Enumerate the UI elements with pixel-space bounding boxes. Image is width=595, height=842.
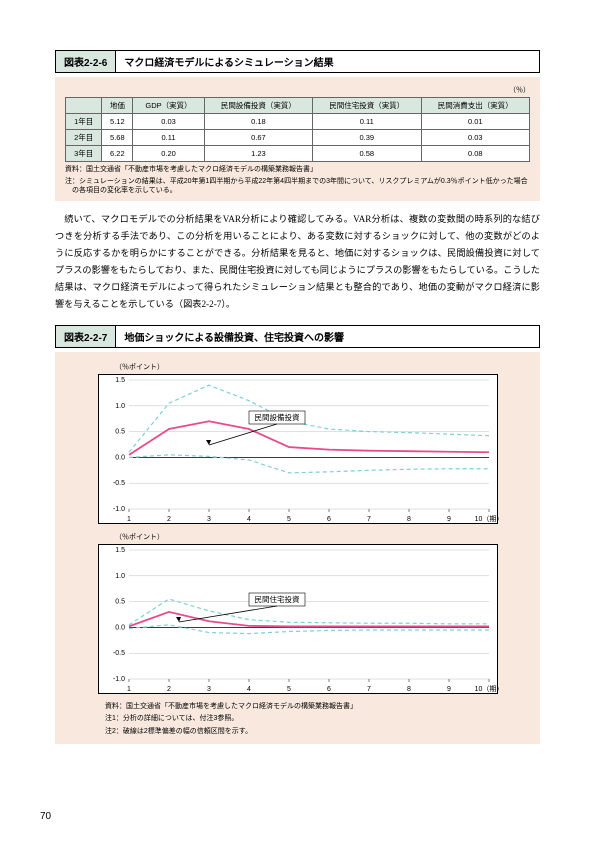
- table-cell: 0.03: [421, 130, 530, 146]
- figure-2-2-7-header: 図表2-2-7 地価ショックによる設備投資、住宅投資への影響: [55, 325, 540, 348]
- svg-text:8: 8: [407, 516, 411, 523]
- table-cell: 0.67: [204, 130, 312, 146]
- svg-text:3: 3: [207, 516, 211, 523]
- svg-text:-0.5: -0.5: [112, 481, 124, 488]
- table-cell: 0.20: [133, 146, 204, 162]
- table-source: 資料：国土交通省「不動産市場を考慮したマクロ経済モデルの構築業務報告書」: [65, 165, 530, 174]
- svg-text:4: 4: [247, 686, 251, 693]
- svg-text:10（期）: 10（期）: [474, 515, 498, 523]
- svg-text:0.5: 0.5: [115, 429, 125, 436]
- table-row: 1年目5.120.030.180.110.01: [66, 114, 530, 130]
- chart1-ylabel: （％ポイント）: [75, 362, 520, 372]
- col-housing: 民間住宅投資（実質）: [313, 98, 421, 114]
- chart-note1: 注1：分析の詳細については、付注3参照。: [75, 714, 520, 723]
- col-blank: [66, 98, 102, 114]
- svg-text:民間設備投資: 民間設備投資: [254, 412, 299, 422]
- svg-text:0.0: 0.0: [115, 625, 125, 632]
- unit-label: （％）: [65, 85, 530, 95]
- table-cell: 1.23: [204, 146, 312, 162]
- svg-text:-1.0: -1.0: [112, 676, 124, 683]
- table-cell: 0.11: [313, 114, 421, 130]
- simulation-table: 地価 GDP（実質） 民間設備投資（実質） 民間住宅投資（実質） 民間消費支出（…: [65, 97, 530, 162]
- svg-text:7: 7: [367, 686, 371, 693]
- svg-text:5: 5: [287, 516, 291, 523]
- svg-text:1.0: 1.0: [115, 403, 125, 410]
- body-paragraph: 続いて、マクロモデルでの分析結果をVAR分析により確認してみる。VAR分析は、複…: [55, 211, 540, 313]
- svg-text:9: 9: [447, 516, 451, 523]
- col-land: 地価: [102, 98, 133, 114]
- svg-text:民間住宅投資: 民間住宅投資: [254, 594, 299, 604]
- table-cell: 0.39: [313, 130, 421, 146]
- chart-equipment-investment: 1.5 1.0 0.5 0.0 -0.5 -1.01 2 3 4 5 6 7 8 9 10（期） 民間設備投資: [98, 374, 498, 524]
- figure-2-2-6-header: 図表2-2-6 マクロ経済モデルによるシミュレーション結果: [55, 50, 540, 73]
- svg-text:9: 9: [447, 686, 451, 693]
- table-cell: 0.11: [133, 130, 204, 146]
- chart-note2: 注2：破線は2標準偏差の幅の信頼区間を示す。: [75, 727, 520, 736]
- svg-text:6: 6: [327, 686, 331, 693]
- table-cell: 3年目: [66, 146, 102, 162]
- table-cell: 5.12: [102, 114, 133, 130]
- svg-text:2: 2: [167, 516, 171, 523]
- svg-text:10（期）: 10（期）: [474, 685, 498, 693]
- table-row: 3年目6.220.201.230.580.08: [66, 146, 530, 162]
- col-consume: 民間消費支出（実質）: [421, 98, 530, 114]
- svg-text:8: 8: [407, 686, 411, 693]
- col-gdp: GDP（実質）: [133, 98, 204, 114]
- table-cell: 1年目: [66, 114, 102, 130]
- svg-text:5: 5: [287, 686, 291, 693]
- table-cell: 0.01: [421, 114, 530, 130]
- svg-text:2: 2: [167, 686, 171, 693]
- table-cell: 2年目: [66, 130, 102, 146]
- table-cell: 5.68: [102, 130, 133, 146]
- table-cell: 6.22: [102, 146, 133, 162]
- svg-text:1: 1: [127, 686, 131, 693]
- svg-text:1.0: 1.0: [115, 573, 125, 580]
- table-cell: 0.08: [421, 146, 530, 162]
- table-cell: 0.03: [133, 114, 204, 130]
- svg-text:6: 6: [327, 516, 331, 523]
- figure-title-2: 地価ショックによる設備投資、住宅投資への影響: [116, 326, 352, 347]
- col-equip: 民間設備投資（実質）: [204, 98, 312, 114]
- svg-text:1: 1: [127, 516, 131, 523]
- table-header-row: 地価 GDP（実質） 民間設備投資（実質） 民間住宅投資（実質） 民間消費支出（…: [66, 98, 530, 114]
- table-cell: 0.58: [313, 146, 421, 162]
- chart-block: （％ポイント） 1.51.00.50.0-0.5-1.012345678910（…: [55, 352, 540, 743]
- svg-text:-1.0: -1.0: [112, 506, 124, 513]
- chart-housing-investment: 1.5 1.0 0.5 0.0 -0.5 -1.01 2 3 4 5 6 7 8 9 10（期） 民間住宅投資: [98, 544, 498, 694]
- figure-title: マクロ経済モデルによるシミュレーション結果: [116, 51, 341, 72]
- table-cell: 0.18: [204, 114, 312, 130]
- figure-label-2: 図表2-2-7: [56, 326, 116, 347]
- table-block: （％） 地価 GDP（実質） 民間設備投資（実質） 民間住宅投資（実質） 民間消…: [55, 77, 540, 201]
- svg-text:7: 7: [367, 516, 371, 523]
- svg-text:-0.5: -0.5: [112, 651, 124, 658]
- svg-text:0.0: 0.0: [115, 455, 125, 462]
- chart2-ylabel: （％ポイント）: [75, 532, 520, 542]
- svg-text:1.5: 1.5: [115, 547, 125, 554]
- svg-text:0.5: 0.5: [115, 599, 125, 606]
- table-row: 2年目5.680.110.670.390.03: [66, 130, 530, 146]
- svg-text:3: 3: [207, 686, 211, 693]
- svg-text:1.5: 1.5: [115, 377, 125, 384]
- page-number: 70: [40, 811, 51, 822]
- figure-label: 図表2-2-6: [56, 51, 116, 72]
- chart-source: 資料：国土交通省「不動産市場を考慮したマクロ経済モデルの構築業務報告書」: [75, 702, 520, 711]
- table-note: 注：シミュレーションの結果は、平成20年第1四半期から平成22年第4四半期までの…: [65, 177, 530, 195]
- svg-text:4: 4: [247, 516, 251, 523]
